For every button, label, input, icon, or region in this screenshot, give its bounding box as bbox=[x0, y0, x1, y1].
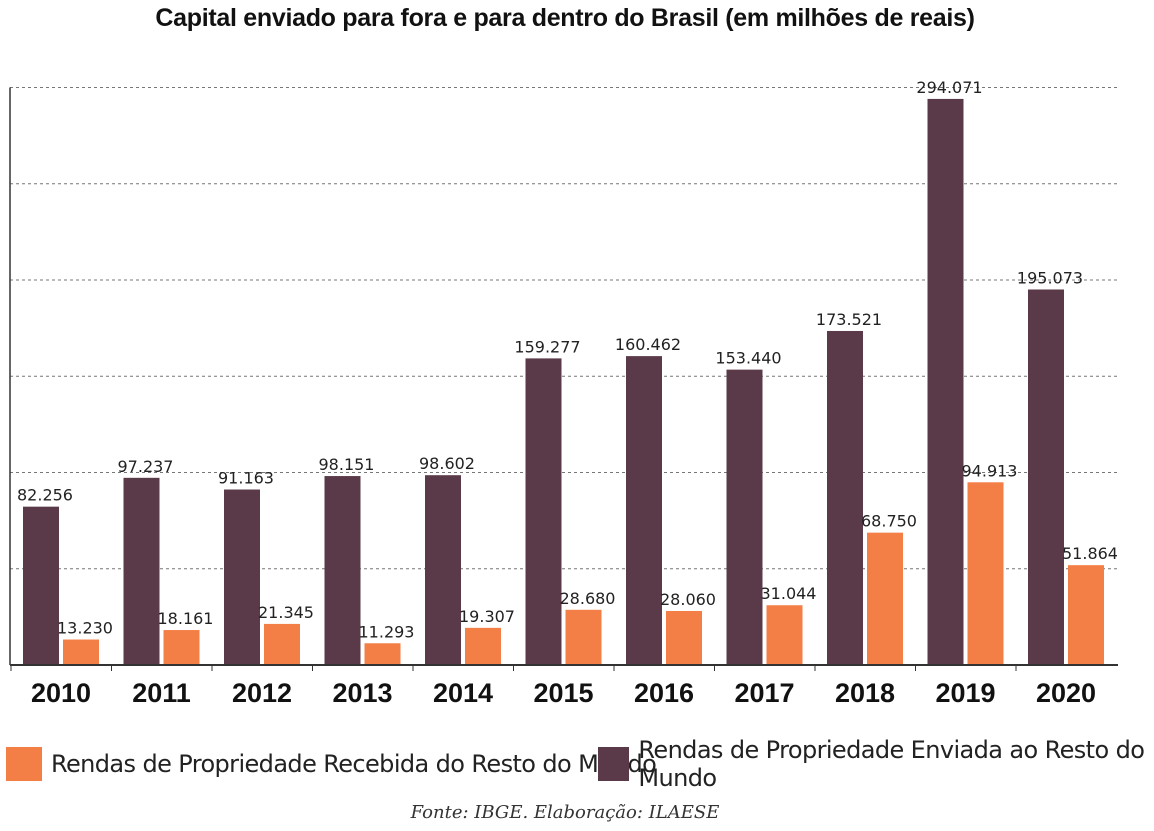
value-label-sent-2013: 98.151 bbox=[319, 455, 375, 474]
value-label-sent-2017: 153.440 bbox=[715, 349, 781, 368]
bar-sent-2012 bbox=[224, 489, 260, 665]
value-label-sent-2014: 98.602 bbox=[419, 454, 475, 473]
bar-received-2012 bbox=[264, 623, 300, 665]
bar-received-2011 bbox=[163, 630, 200, 665]
value-label-received-2013: 11.293 bbox=[359, 622, 415, 641]
bar-chart: 82.256 13.230 97.237 18.161 91.163 21.345 98.1… bbox=[9, 78, 1118, 708]
x-tick-label-2011: 2011 bbox=[132, 678, 191, 708]
value-label-sent-2018: 173.521 bbox=[816, 310, 882, 329]
bar-sent-2020 bbox=[1028, 289, 1064, 665]
legend-swatch-received bbox=[6, 747, 42, 781]
bar-sent-2010 bbox=[23, 506, 59, 665]
axes bbox=[9, 87, 1118, 671]
value-label-received-2012: 21.345 bbox=[258, 603, 314, 622]
bar-received-2014 bbox=[465, 627, 501, 665]
value-label-received-2011: 18.161 bbox=[158, 609, 214, 628]
x-tick-labels: 2010 2011 2012 2013 2014 2015 2016 2017 2018 2019… bbox=[31, 678, 1096, 708]
bar-sent-2011 bbox=[123, 477, 160, 665]
value-label-sent-2016: 160.462 bbox=[615, 335, 681, 354]
bar-sent-2014 bbox=[425, 475, 461, 665]
value-label-sent-2012: 91.163 bbox=[218, 469, 274, 488]
x-tick-label-2015: 2015 bbox=[533, 678, 593, 708]
value-label-received-2019: 94.913 bbox=[962, 461, 1018, 480]
value-label-sent-2010: 82.256 bbox=[17, 486, 73, 505]
bar-sent-2018 bbox=[827, 330, 863, 665]
x-tick-label-2013: 2013 bbox=[332, 678, 392, 708]
bar-received-2015 bbox=[565, 609, 602, 665]
bar-received-2013 bbox=[364, 643, 401, 665]
value-label-sent-2019: 294.071 bbox=[916, 78, 982, 97]
bar-received-2020 bbox=[1068, 565, 1104, 665]
bar-sent-2017 bbox=[726, 369, 763, 665]
value-label-received-2014: 19.307 bbox=[459, 607, 515, 626]
bar-received-2010 bbox=[63, 639, 99, 665]
source-note: Fonte: IBGE. Elaboração: ILAESE bbox=[410, 802, 720, 823]
bar-sent-2016 bbox=[626, 356, 662, 665]
value-label-sent-2015: 159.277 bbox=[514, 337, 580, 356]
bar-sent-2015 bbox=[525, 358, 562, 665]
value-label-received-2010: 13.230 bbox=[57, 619, 113, 638]
x-tick-label-2014: 2014 bbox=[433, 678, 493, 708]
bars bbox=[23, 98, 1104, 665]
x-tick-label-2016: 2016 bbox=[634, 678, 694, 708]
legend-item-received: Rendas de Propriedade Recebida do Resto … bbox=[6, 746, 657, 782]
value-label-sent-2020: 195.073 bbox=[1017, 268, 1083, 287]
bar-received-2016 bbox=[666, 610, 702, 665]
legend-label-received: Rendas de Propriedade Recebida do Resto … bbox=[51, 750, 657, 778]
bar-sent-2013 bbox=[324, 476, 361, 665]
value-label-received-2020: 51.864 bbox=[1062, 544, 1118, 563]
x-tick-label-2020: 2020 bbox=[1036, 678, 1096, 708]
value-label-received-2016: 28.060 bbox=[660, 590, 716, 609]
legend-item-sent: Rendas de Propriedade Enviada ao Resto d… bbox=[598, 736, 1154, 792]
x-tick-label-2017: 2017 bbox=[734, 678, 794, 708]
bar-sent-2019 bbox=[927, 98, 964, 665]
x-tick-label-2012: 2012 bbox=[232, 678, 292, 708]
bar-received-2018 bbox=[867, 532, 903, 665]
x-tick-label-2010: 2010 bbox=[31, 678, 91, 708]
x-tick-label-2019: 2019 bbox=[935, 678, 995, 708]
value-label-sent-2011: 97.237 bbox=[118, 457, 174, 476]
value-label-received-2015: 28.680 bbox=[560, 589, 616, 608]
gridlines bbox=[10, 87, 1118, 570]
value-labels: 82.256 13.230 97.237 18.161 91.163 21.345 98.1… bbox=[17, 78, 1118, 641]
bar-received-2019 bbox=[967, 482, 1004, 665]
value-label-received-2017: 31.044 bbox=[761, 584, 817, 603]
bar-received-2017 bbox=[766, 605, 803, 665]
legend-label-sent: Rendas de Propriedade Enviada ao Resto d… bbox=[638, 736, 1145, 792]
legend-swatch-sent bbox=[598, 747, 630, 781]
x-tick-label-2018: 2018 bbox=[835, 678, 895, 708]
chart-title: Capital enviado para fora e para dentro … bbox=[155, 4, 975, 32]
value-label-received-2018: 68.750 bbox=[861, 512, 917, 531]
